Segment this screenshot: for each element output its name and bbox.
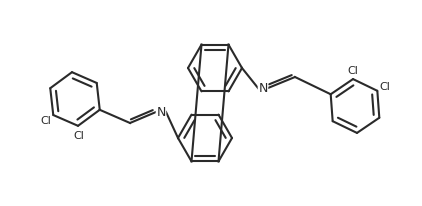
Text: Cl: Cl	[73, 130, 84, 140]
Text: N: N	[156, 106, 166, 119]
Text: Cl: Cl	[41, 116, 51, 126]
Text: Cl: Cl	[347, 66, 358, 76]
Text: Cl: Cl	[379, 81, 390, 91]
Text: N: N	[258, 82, 268, 95]
